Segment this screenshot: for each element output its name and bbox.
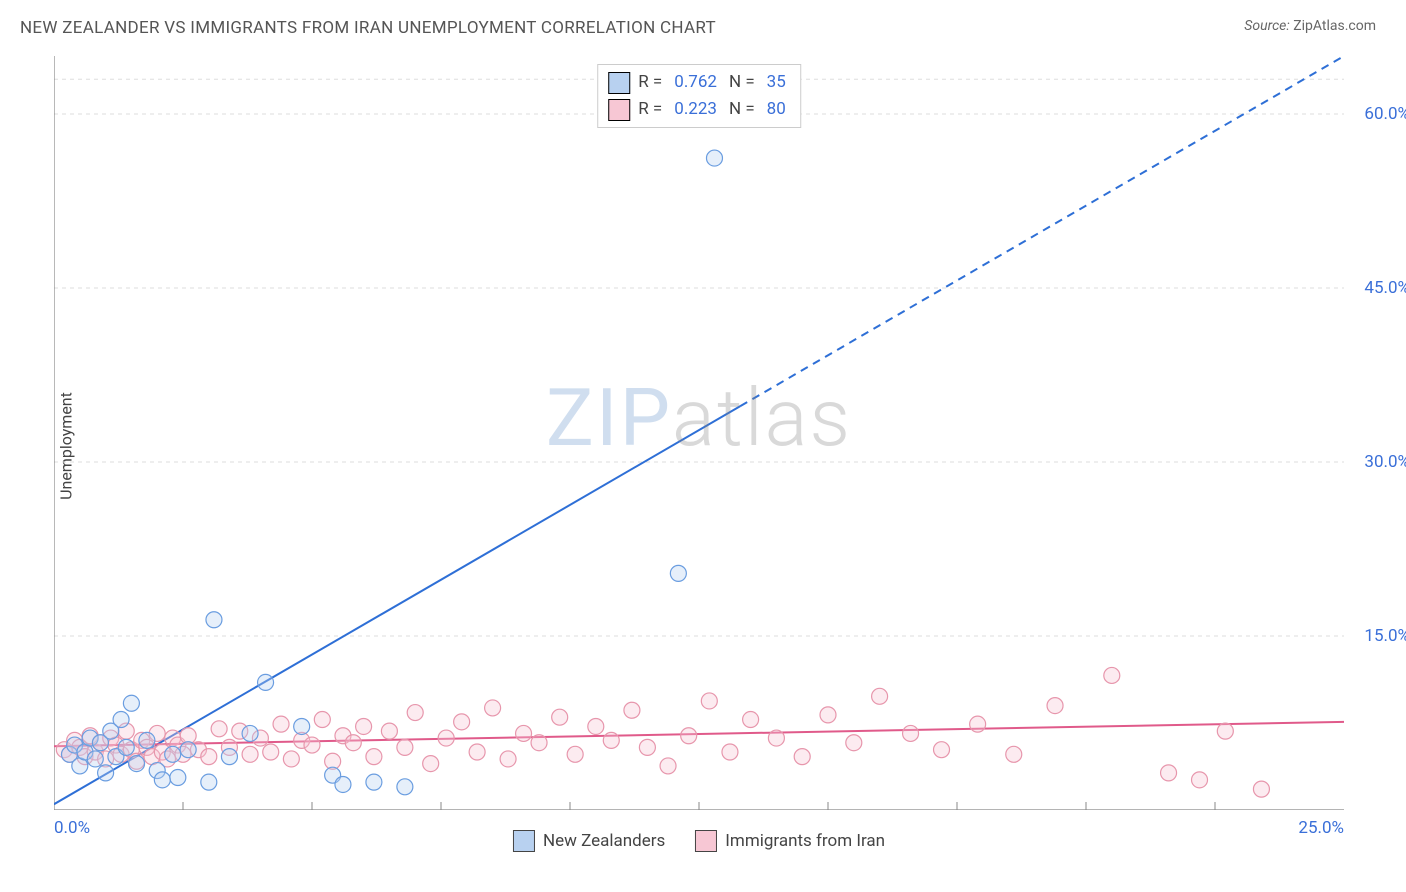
swatch-blue-icon <box>513 830 535 852</box>
n-label-2: N = <box>729 96 755 123</box>
legend-item-nz: New Zealanders <box>513 830 665 852</box>
y-tick-label: 15.0% <box>1364 626 1406 646</box>
chart-header: NEW ZEALANDER VS IMMIGRANTS FROM IRAN UN… <box>0 0 1406 42</box>
swatch-blue-icon <box>608 72 630 94</box>
chart-source: Source: ZipAtlas.com <box>1244 18 1376 34</box>
legend-label-iran: Immigrants from Iran <box>725 831 885 851</box>
y-tick-label: 60.0% <box>1364 104 1406 124</box>
series-legend: New Zealanders Immigrants from Iran <box>513 830 885 852</box>
x-tick-label: 25.0% <box>1298 818 1344 838</box>
y-tick-label: 45.0% <box>1364 278 1406 298</box>
legend-label-nz: New Zealanders <box>543 831 665 851</box>
source-value: ZipAtlas.com <box>1293 18 1376 34</box>
legend-item-iran: Immigrants from Iran <box>695 830 885 852</box>
plot-svg <box>54 56 1344 810</box>
y-tick-label: 30.0% <box>1364 452 1406 472</box>
legend-row-iran: R = 0.223 N = 80 <box>608 96 790 123</box>
legend-row-nz: R = 0.762 N = 35 <box>608 69 790 96</box>
source-label: Source: <box>1244 18 1289 34</box>
n-value-nz: 35 <box>763 69 790 96</box>
x-tick-label: 0.0% <box>54 818 90 838</box>
n-label: N = <box>729 69 755 96</box>
r-label: R = <box>638 69 662 96</box>
correlation-legend: R = 0.762 N = 35 R = 0.223 N = 80 <box>597 64 801 128</box>
r-label-2: R = <box>638 96 662 123</box>
r-value-iran: 0.223 <box>670 96 721 123</box>
plot-area: ZIPatlas R = 0.762 N = 35 R = 0.223 N = … <box>54 56 1344 810</box>
swatch-pink-icon <box>608 99 630 121</box>
swatch-pink-icon <box>695 830 717 852</box>
n-value-iran: 80 <box>763 96 790 123</box>
chart-title: NEW ZEALANDER VS IMMIGRANTS FROM IRAN UN… <box>20 18 716 38</box>
r-value-nz: 0.762 <box>670 69 721 96</box>
